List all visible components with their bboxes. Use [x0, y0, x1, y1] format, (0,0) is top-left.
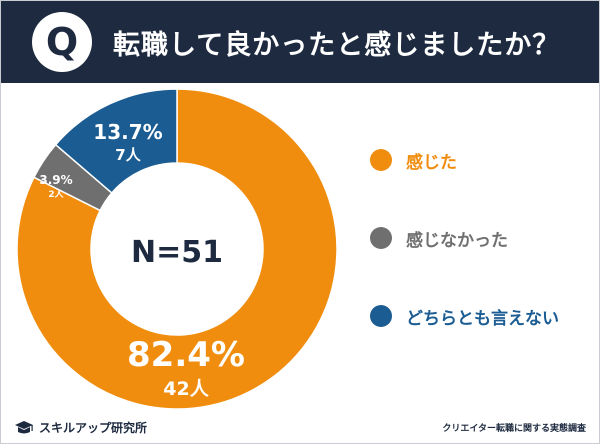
- question-header: Q 転職して良かったと感じましたか？: [1, 1, 599, 83]
- legend-label: 感じた: [406, 152, 457, 173]
- legend-dot-icon: [370, 305, 392, 327]
- slice-felt: [16, 88, 338, 410]
- legend-label: どちらとも言えない: [406, 308, 559, 329]
- legend-item-not-felt: 感じなかった: [370, 226, 559, 251]
- survey-source: クリエイター転職に関する実態調査: [442, 424, 586, 434]
- data-label-percent-not-felt: 3.9%: [39, 173, 72, 187]
- question-badge: Q: [31, 11, 93, 73]
- q-badge-icon: Q: [32, 12, 92, 72]
- graduation-cap-icon: [15, 420, 33, 433]
- legend-item-neutral: どちらとも言えない: [370, 304, 559, 329]
- legend-dot-icon: [370, 227, 392, 249]
- slice-neutral: [54, 88, 178, 194]
- data-label-percent-neutral: 13.7%: [93, 120, 162, 144]
- data-label-count-felt: 42人: [163, 378, 209, 400]
- q-letter: Q: [46, 20, 78, 64]
- question-title: 転職して良かったと感じましたか？: [113, 30, 561, 61]
- center-sample-size: N=51: [131, 235, 223, 270]
- brand-name: スキルアップ研究所: [39, 421, 148, 435]
- legend-item-felt: 感じた: [370, 148, 559, 173]
- data-label-count-not-felt: 2人: [48, 188, 64, 200]
- legend-dot-icon: [370, 149, 392, 171]
- chart-legend: 感じた 感じなかった どちらとも言えない: [370, 148, 559, 382]
- data-label-percent-felt: 82.4%: [127, 335, 245, 375]
- brand-logo: スキルアップ研究所: [14, 419, 147, 436]
- data-label-count-neutral: 7人: [115, 146, 141, 164]
- legend-label: 感じなかった: [406, 230, 508, 251]
